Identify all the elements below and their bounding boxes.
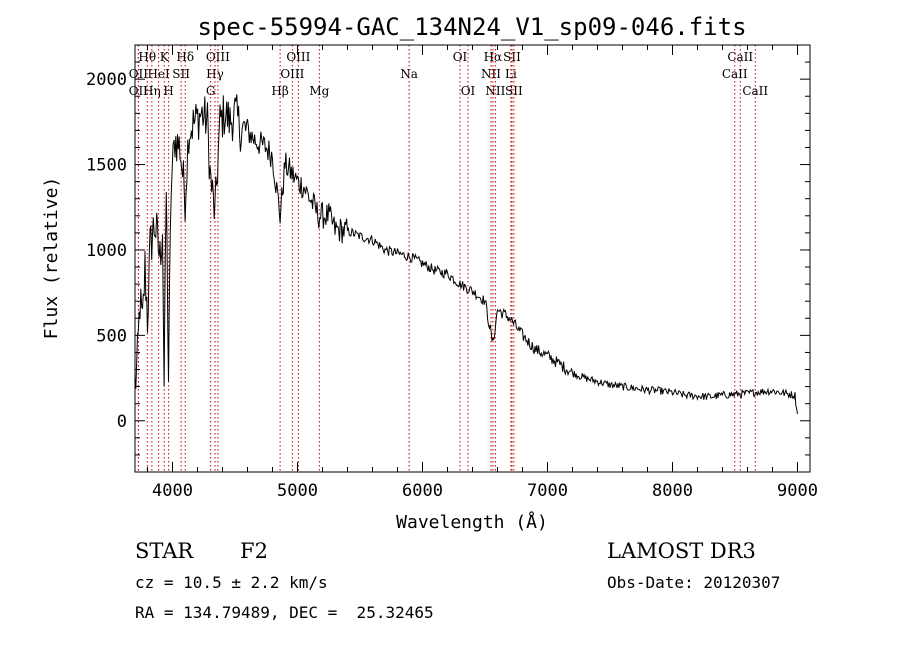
x-tick-label: 5000	[277, 481, 318, 501]
axes: 4000 5000 6000 7000 8000 9000 0 500 1000 1500 2000	[86, 44, 818, 501]
spectral-line-label: Hθ	[138, 50, 156, 64]
x-tick-label: 9000	[777, 481, 818, 501]
spectral-line-label: G	[206, 84, 216, 98]
spectral-line-label: Na	[400, 67, 418, 81]
chart-title: spec-55994-GAC_134N24_V1_sp09-046.fits	[197, 13, 746, 41]
spectral-line-label: K	[160, 50, 170, 64]
spectral-line-label: CaII	[722, 67, 748, 81]
spectral-line-label: OII	[129, 84, 149, 98]
plot-frame	[134, 44, 811, 473]
x-axis-label: Wavelength (Å)	[396, 511, 548, 533]
x-tick-label: 4000	[152, 481, 193, 501]
spectral-line-label: SII	[505, 84, 523, 98]
y-tick-label: 2000	[86, 70, 127, 90]
spectral-line-label: HeI	[147, 67, 170, 81]
y-tick-label: 1000	[86, 241, 127, 261]
redshift-text: cz = 10.5 ± 2.2 km/s	[135, 573, 328, 592]
x-tick-label: 8000	[652, 481, 693, 501]
spectral-line-label: NII	[481, 67, 501, 81]
spectral-line-label: OI	[461, 84, 476, 98]
spectral-line-label: Li	[505, 67, 517, 81]
survey-name: LAMOST DR3	[607, 539, 756, 563]
obs-date-text: Obs-Date: 20120307	[607, 573, 781, 592]
spectrum-line	[134, 94, 798, 414]
y-tick-label: 1500	[86, 156, 127, 176]
spectral-subclass: F2	[240, 539, 268, 563]
spectral-line-label: Mg	[309, 84, 329, 98]
object-class: STAR	[135, 539, 194, 563]
spectral-line-label: OI	[453, 50, 468, 64]
spectral-line-label: CaII	[727, 50, 753, 64]
spectral-line-label: OIII	[286, 50, 310, 64]
spectral-line-label: Hγ	[206, 67, 224, 81]
y-axis-label: Flux (relative)	[41, 177, 62, 340]
spectral-line-label: OIII	[206, 50, 230, 64]
spectral-line-label: SII	[172, 67, 190, 81]
spectral-line-label: OIII	[280, 67, 304, 81]
spectral-line-label: SII	[503, 50, 521, 64]
spectral-line-label: CaII	[742, 84, 768, 98]
x-tick-label: 7000	[527, 481, 568, 501]
x-tick-label: 6000	[402, 481, 443, 501]
coordinates-text: RA = 134.79489, DEC = 25.32465	[135, 603, 434, 622]
spectral-line-label: NII	[485, 84, 505, 98]
spectral-line-label: Hδ	[176, 50, 194, 64]
spectrum-series	[134, 94, 798, 414]
spectral-line-label: Hη	[143, 84, 161, 98]
spectral-line-label: Hα	[484, 50, 503, 64]
spectral-line-label: Hβ	[271, 84, 288, 98]
y-tick-label: 0	[117, 412, 127, 432]
y-tick-label: 500	[96, 326, 127, 346]
spectral-line-label: H	[163, 84, 173, 98]
